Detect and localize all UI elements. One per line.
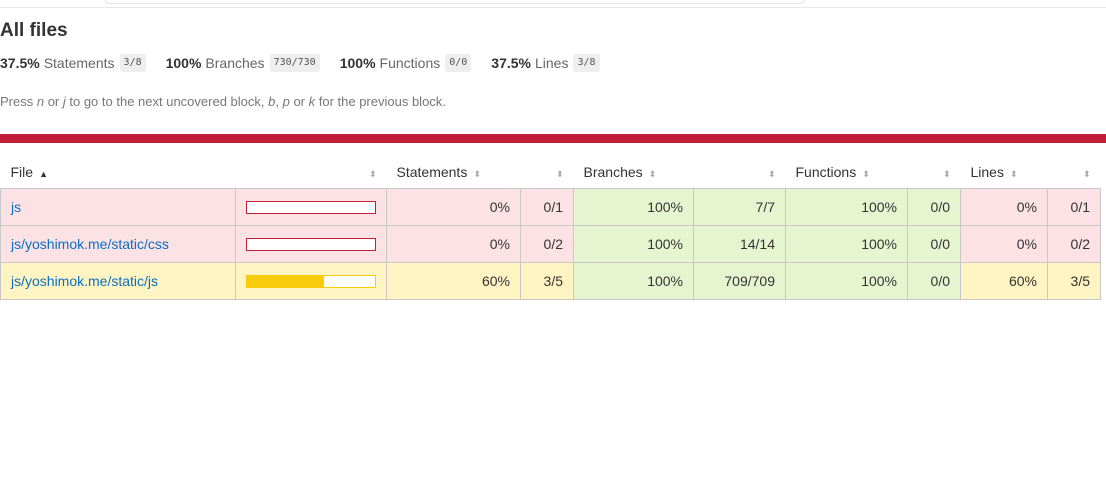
coverage-summary: 37.5% Statements 3/8 100% Branches 730/7… [0,53,620,73]
table-row: js/yoshimok.me/static/css 0% 0/2 100% 14… [0,225,1101,263]
branches-pct: 100% [573,188,694,226]
file-link[interactable]: js [11,199,22,215]
sort-icon: ⬍ [1009,169,1018,179]
functions-frac: 0/0 [907,225,961,263]
summary-fraction: 0/0 [445,54,472,72]
sort-icon: ⬍ [942,169,951,179]
header-divider [0,7,1106,8]
functions-pct: 100% [785,225,908,263]
statements-pct: 0% [386,188,521,226]
branches-frac: 14/14 [693,225,786,263]
functions-pct: 100% [785,262,908,300]
search-box[interactable] [104,0,806,4]
summary-branches: 100% Branches 730/730 [166,54,320,72]
file-cell: js [0,188,236,226]
lines-pct: 0% [960,225,1048,263]
key-k: k [308,94,316,109]
coverage-bar-fill [247,275,324,287]
header-statements-frac[interactable]: ⬍ [520,156,574,189]
coverage-bar-cell [235,262,387,300]
key-b: b [268,94,276,109]
lines-frac: 0/1 [1047,188,1101,226]
summary-label: Branches [205,55,265,71]
summary-label: Functions [379,55,441,71]
file-cell: js/yoshimok.me/static/css [0,225,236,263]
lines-pct: 0% [960,188,1048,226]
branches-frac: 7/7 [693,188,786,226]
statements-frac: 0/1 [520,188,574,226]
statements-frac: 3/5 [520,262,574,300]
file-cell: js/yoshimok.me/static/js [0,262,236,300]
sort-icon: ⬍ [648,169,657,179]
coverage-bar-cell [235,188,387,226]
statements-frac: 0/2 [520,225,574,263]
sort-ascending-icon: ▲ [39,169,48,179]
statements-pct: 0% [386,225,521,263]
functions-frac: 0/0 [907,188,961,226]
summary-fraction: 730/730 [269,54,320,72]
key-n: n [36,94,45,109]
summary-pct: 37.5% [0,55,40,71]
coverage-status-line [0,134,1106,143]
summary-pct: 100% [339,55,376,71]
sort-icon: ⬍ [767,169,776,179]
lines-frac: 0/2 [1047,225,1101,263]
summary-fraction: 3/8 [119,54,146,72]
coverage-table: File ▲ ⬍ Statements ⬍ ⬍ Branches ⬍ ⬍ Functi… [0,156,1101,300]
header-statements[interactable]: Statements ⬍ [386,156,521,189]
functions-pct: 100% [785,188,908,226]
summary-lines: 37.5% Lines 3/8 [491,54,600,72]
branches-pct: 100% [573,262,694,300]
coverage-bar [246,274,376,288]
file-link[interactable]: js/yoshimok.me/static/js [11,273,159,289]
statements-pct: 60% [386,262,521,300]
key-j: j [62,94,66,109]
sort-icon: ⬍ [862,169,870,179]
sort-icon: ⬍ [368,169,377,179]
summary-pct: 37.5% [491,55,531,71]
header-branches[interactable]: Branches ⬍ [573,156,694,189]
coverage-bar-cell [235,225,387,263]
keyboard-hint: Press n or j to go to the next uncovered… [0,94,446,109]
header-lines-frac[interactable]: ⬍ [1047,156,1101,189]
key-p: p [282,94,290,109]
sort-icon: ⬍ [555,169,564,179]
lines-pct: 60% [960,262,1048,300]
header-lines[interactable]: Lines ⬍ [960,156,1048,189]
header-functions-frac[interactable]: ⬍ [907,156,961,189]
functions-frac: 0/0 [907,262,961,300]
page-title: All files [0,20,68,41]
file-link[interactable]: js/yoshimok.me/static/css [11,236,169,252]
sort-icon: ⬍ [1082,169,1091,179]
branches-pct: 100% [573,225,694,263]
header-functions[interactable]: Functions ⬍ [785,156,908,189]
header-branches-frac[interactable]: ⬍ [693,156,786,189]
summary-label: Lines [535,55,569,71]
sort-icon: ⬍ [473,169,481,179]
lines-frac: 3/5 [1047,262,1101,300]
branches-frac: 709/709 [693,262,786,300]
summary-pct: 100% [165,55,202,71]
summary-label: Statements [43,55,115,71]
table-row: js/yoshimok.me/static/js 60% 3/5 100% 70… [0,262,1101,300]
summary-fraction: 3/8 [573,54,600,72]
coverage-bar [246,237,376,251]
table-row: js 0% 0/1 100% 7/7 100% 0/0 0% 0/1 [0,188,1101,226]
header-file-bar[interactable]: ⬍ [235,156,387,189]
summary-statements: 37.5% Statements 3/8 [0,54,146,72]
coverage-bar [246,200,376,214]
summary-functions: 100% Functions 0/0 [340,54,472,72]
header-file[interactable]: File ▲ [0,156,236,189]
